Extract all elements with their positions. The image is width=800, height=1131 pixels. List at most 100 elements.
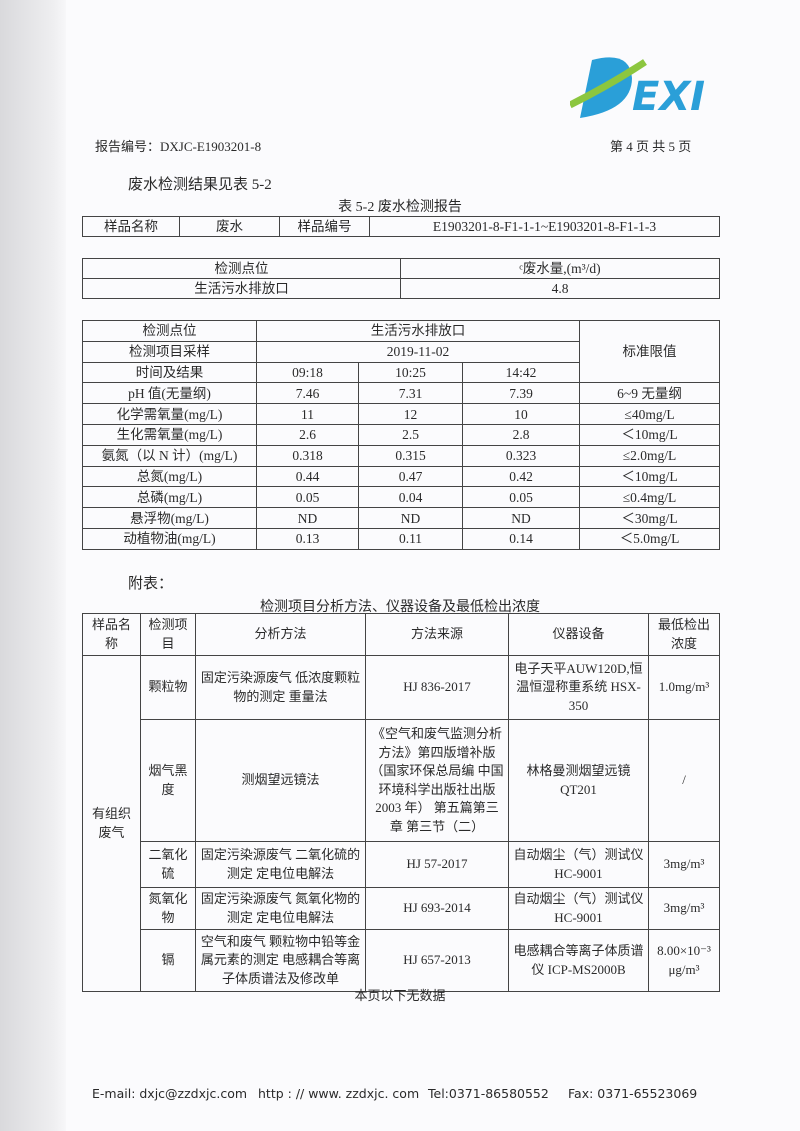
table-cell: 有组织废气 (82, 655, 141, 992)
header: 方法来源 (365, 613, 509, 656)
table-cell: 11 (256, 403, 359, 425)
appendix-label: 附表： (128, 576, 174, 592)
scan-edge (0, 0, 66, 1131)
table-cell: 颗粒物 (140, 655, 196, 720)
table-cell: 0.42 (462, 465, 580, 488)
table-cell: 悬浮物(mg/L) (82, 507, 257, 529)
table-cell: 0.11 (358, 527, 463, 550)
table-cell: ＜10mg/L (579, 465, 720, 488)
table-row: pH 值(无量纲) 7.46 7.31 7.39 6~9 无量纲 (82, 382, 720, 405)
footer-fax: Fax: 0371-65523069 (568, 1086, 698, 1101)
table-cell: 生化需氧量(mg/L) (82, 423, 257, 446)
table-row: 动植物油(mg/L) 0.13 0.11 0.14 ＜5.0mg/L (82, 527, 720, 550)
cell: 4.8 (400, 278, 720, 299)
table-cell: 固定污染源废气 二氧化硫的测定 定电位电解法 (195, 841, 366, 888)
table-cell: 0.04 (358, 486, 463, 509)
header: 最低检出浓度 (648, 613, 720, 656)
table-row: 氮氧化物 固定污染源废气 氮氧化物的测定 定电位电解法 HJ 693-2014 自动烟… (83, 887, 720, 930)
table-cell: pH 值(无量纲) (82, 382, 257, 405)
table-cell: 0.323 (462, 444, 580, 467)
table-cell: 3mg/m³ (648, 887, 720, 930)
table-cell: 10 (462, 403, 580, 425)
table-cell: HJ 657-2013 (365, 929, 509, 992)
table-cell: ＜5.0mg/L (579, 527, 720, 550)
table-cell: 7.46 (256, 382, 359, 405)
table-cell: 动植物油(mg/L) (82, 527, 257, 550)
header: 2019-11-02 (256, 340, 580, 363)
table-cell: 0.13 (256, 527, 359, 550)
table-row: 总氮(mg/L) 0.44 0.47 0.42 ＜10mg/L (82, 465, 720, 488)
table-cell: ≤0.4mg/L (579, 486, 720, 509)
table-cell: ND (462, 507, 580, 529)
table-row: 烟气黑度 测烟望远镜法 《空气和废气监测分析方法》第四版增补版（国家环保总局编 中国… (83, 719, 720, 842)
table-row: 二氧化硫 固定污染源废气 二氧化硫的测定 定电位电解法 HJ 57-2017 自动烟尘… (83, 841, 720, 888)
table-cell: 7.31 (358, 382, 463, 405)
table-cell: 0.05 (462, 486, 580, 509)
table-cell: 二氧化硫 (140, 841, 196, 888)
value: E1903201-8-F1-1-1~E1903201-8-F1-1-3 (369, 216, 720, 237)
table-cell: 自动烟尘（气）测试仪 HC-9001 (508, 841, 649, 888)
table-cell: 1.0mg/m³ (648, 655, 720, 720)
table-cell: 6~9 无量纲 (579, 382, 720, 405)
table-cell: 林格曼测烟望远镜QT201 (508, 719, 649, 842)
table-cell: 3mg/m³ (648, 841, 720, 888)
method-table: 样品名称 检测项目 分析方法 方法来源 仪器设备 最低检出浓度 有组织废气 颗粒物… (82, 613, 720, 992)
table-cell: 氮氧化物 (140, 887, 196, 930)
table-cell: HJ 836-2017 (365, 655, 509, 720)
table-cell: 总氮(mg/L) (82, 465, 257, 488)
header: 检测项目 (140, 613, 196, 656)
table-cell: 镉 (140, 929, 196, 992)
no-data-note: 本页以下无数据 (354, 988, 446, 1003)
table-cell: 电子天平AUW120D,恒温恒湿称重系统 HSX-350 (508, 655, 649, 720)
header: 检测点位 (82, 320, 257, 342)
cell: 生活污水排放口 (82, 278, 401, 299)
table-cell: 总磷(mg/L) (82, 486, 257, 509)
table-cell: 固定污染源废气 氮氧化物的测定 定电位电解法 (195, 887, 366, 930)
header: ᶜ废水量,(m³/d) (400, 258, 720, 279)
header: 09:18 (256, 361, 359, 384)
table-row: 镉空气和废气 颗粒物中铅等金属元素的测定 电感耦合等离子体质谱法及修改单 HJ 6… (83, 929, 720, 992)
table-cell: ＜10mg/L (579, 423, 720, 446)
table-cell: 烟气黑度 (140, 719, 196, 842)
header: 时间及结果 (82, 361, 257, 384)
table-row: 生化需氧量(mg/L) 2.6 2.5 2.8 ＜10mg/L (82, 423, 720, 446)
report-number: 报告编号：DXJC-E1903201-8 (95, 139, 262, 154)
table-row: 总磷(mg/L) 0.05 0.04 0.05 ≤0.4mg/L (82, 486, 720, 509)
header: 仪器设备 (508, 613, 649, 656)
table-cell: 0.47 (358, 465, 463, 488)
sample-table: 样品名称 废水 样品编号 E1903201-8-F1-1-1~E1903201-… (82, 216, 720, 237)
table-cell: 8.00×10⁻³ μg/m³ (648, 929, 720, 992)
table-cell: / (648, 719, 720, 842)
table-cell: 自动烟尘（气）测试仪 HC-9001 (508, 887, 649, 930)
table-row: 有组织废气 颗粒物 固定污染源废气 低浓度颗粒物的测定 重量法 HJ 836-2017… (82, 655, 720, 992)
value: 废水 (179, 216, 280, 237)
table-cell: 氨氮（以 N 计）(mg/L) (82, 444, 257, 467)
header: 检测点位 (82, 258, 401, 279)
label: 样品编号 (279, 216, 370, 237)
header: 分析方法 (195, 613, 366, 656)
footer-web: http : // www. zzdxjc. com (258, 1086, 420, 1101)
table-row: 化学需氧量(mg/L) 11 12 10 ≤40mg/L (82, 403, 720, 425)
intro-text: 废水检测结果见表 5-2 (128, 177, 272, 193)
table-cell: 0.14 (462, 527, 580, 550)
table-cell: 12 (358, 403, 463, 425)
table-cell: 2.5 (358, 423, 463, 446)
table-cell: 0.44 (256, 465, 359, 488)
svg-text:EXI: EXI (632, 74, 705, 120)
footer-email: E-mail: dxjc@zzdxjc.com (92, 1086, 248, 1101)
table-row: 悬浮物(mg/L) ND ND ND ＜30mg/L (82, 507, 720, 529)
table-cell: 化学需氧量(mg/L) (82, 403, 257, 425)
footer-tel: Tel:0371-86580552 (428, 1086, 549, 1101)
table-cell: 0.315 (358, 444, 463, 467)
header: 样品名称 (82, 613, 141, 656)
table-cell: 电感耦合等离子体质谱仪 ICP-MS2000B (508, 929, 649, 992)
table-caption: 表 5-2 废水检测报告 (338, 200, 462, 215)
label: 样品名称 (82, 216, 180, 237)
page-number: 第 4 页 共 5 页 (610, 139, 692, 154)
table-cell: 2.8 (462, 423, 580, 446)
table-cell: ＜30mg/L (579, 507, 720, 529)
dexi-logo: EXI (570, 57, 705, 120)
table-cell: 固定污染源废气 低浓度颗粒物的测定 重量法 (195, 655, 366, 720)
table-cell: HJ 57-2017 (365, 841, 509, 888)
header: 14:42 (462, 361, 580, 384)
